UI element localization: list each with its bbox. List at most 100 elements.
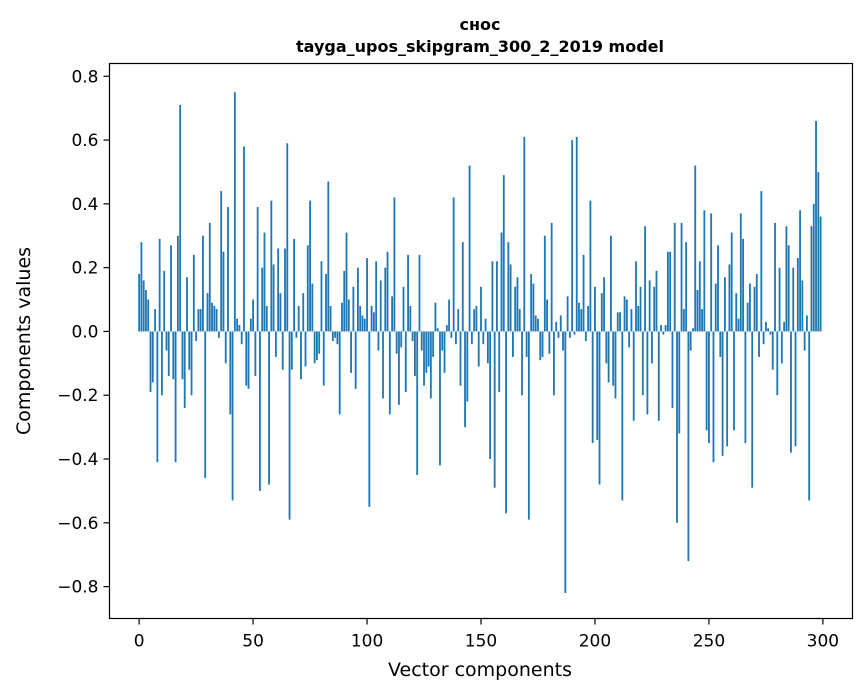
bar [429, 331, 432, 399]
bar [427, 331, 430, 367]
bar [719, 331, 722, 357]
bar [696, 289, 699, 332]
bar [238, 325, 241, 332]
bar [496, 261, 498, 332]
bar [484, 318, 487, 332]
bar [236, 318, 239, 332]
bar [689, 331, 692, 351]
bar [240, 331, 243, 345]
bar [334, 331, 337, 338]
bar [243, 146, 245, 332]
bar [174, 331, 177, 463]
bar [662, 331, 665, 335]
bar [138, 274, 141, 332]
bar [172, 331, 175, 380]
bar [703, 210, 706, 332]
bar [197, 309, 200, 332]
bar [534, 315, 537, 332]
bar [220, 191, 223, 332]
bar [439, 331, 441, 466]
bar [505, 331, 507, 514]
bar [562, 331, 564, 351]
bar [721, 331, 724, 456]
bar [760, 191, 763, 332]
bar [345, 232, 348, 332]
bar [407, 254, 409, 332]
bar [557, 331, 560, 338]
bar [293, 238, 296, 332]
bar [489, 331, 492, 460]
bar [441, 331, 444, 351]
bar [735, 293, 738, 332]
bar [142, 280, 145, 332]
bar [297, 305, 300, 332]
bar [436, 328, 439, 332]
bar [363, 318, 366, 332]
bar [366, 258, 368, 332]
bar [170, 245, 172, 332]
x-axis-ticks: 0 50 100 150 200 250 300 [134, 618, 839, 652]
bar [582, 254, 585, 332]
bar [281, 331, 284, 370]
bar [434, 302, 437, 332]
bar [678, 331, 681, 434]
bar [473, 309, 476, 332]
bar [375, 261, 378, 332]
bar [413, 331, 416, 377]
bar [336, 331, 339, 345]
bar [796, 258, 799, 332]
bar [450, 331, 453, 338]
bar [580, 309, 583, 332]
bar [161, 331, 163, 396]
bar [801, 280, 804, 332]
bar [692, 328, 694, 332]
bar [327, 181, 330, 332]
bar [190, 331, 193, 396]
bar [179, 104, 182, 332]
bar [698, 261, 701, 332]
bar [466, 331, 469, 402]
plot-frame [108, 62, 854, 620]
bar [628, 331, 631, 348]
bar [311, 283, 314, 332]
bar [409, 305, 412, 332]
bar [780, 331, 783, 364]
bar [259, 331, 261, 491]
bar [806, 315, 808, 332]
bar [372, 312, 375, 332]
bar [445, 325, 448, 332]
bar [261, 267, 264, 332]
bar [530, 274, 533, 332]
bar [525, 331, 528, 357]
bar [199, 309, 202, 332]
bar [723, 277, 726, 332]
bar [694, 165, 697, 332]
bar [792, 267, 795, 332]
bar [669, 251, 672, 332]
bar [657, 331, 660, 421]
bar [635, 261, 637, 332]
bar [553, 331, 555, 396]
bar [790, 331, 792, 453]
bar [605, 331, 608, 364]
bar [215, 309, 218, 332]
bar [685, 242, 688, 332]
bar [498, 331, 501, 393]
bar [459, 331, 462, 386]
bar [808, 331, 811, 501]
bar [603, 277, 605, 332]
bar [290, 331, 293, 370]
bar [785, 226, 788, 332]
bar-series [138, 92, 822, 593]
y-tick-label: 0.0 [71, 322, 98, 342]
bar [347, 299, 350, 332]
bar [158, 238, 161, 332]
bar [764, 321, 767, 332]
bar [710, 213, 713, 332]
bar [402, 286, 405, 332]
bar [769, 331, 772, 335]
bar [787, 245, 790, 332]
bar [758, 331, 760, 357]
bar [651, 331, 653, 364]
